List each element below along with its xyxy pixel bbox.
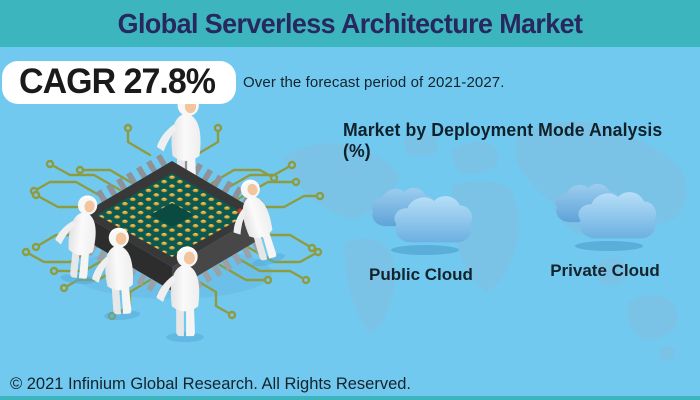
mode-label-private: Private Cloud [550, 261, 660, 280]
mode-public-cloud: Public Cloud [365, 176, 477, 285]
mode-private-cloud: Private Cloud [549, 172, 661, 281]
deployment-section: Market by Deployment Mode Analysis (%) [343, 120, 695, 284]
cloud-icon [371, 187, 473, 255]
cloud-icon [555, 183, 657, 251]
cagr-badge: CAGR 27.8% [2, 61, 237, 104]
copyright-text: © 2021 Infinium Global Research. All Rig… [10, 375, 412, 393]
mode-label-public: Public Cloud [369, 265, 473, 284]
header-bar: Global Serverless Architecture Market [0, 0, 700, 47]
page-title: Global Serverless Architecture Market [117, 7, 583, 39]
cagr-value: CAGR 27.8% [19, 61, 216, 101]
footer-strip [0, 396, 700, 400]
forecast-note: Over the forecast period of 2021-2027. [243, 74, 505, 91]
deployment-heading: Market by Deployment Mode Analysis (%) [343, 120, 663, 161]
cagr-row: CAGR 27.8% Over the forecast period of 2… [0, 61, 505, 104]
chip-illustration [21, 95, 325, 343]
